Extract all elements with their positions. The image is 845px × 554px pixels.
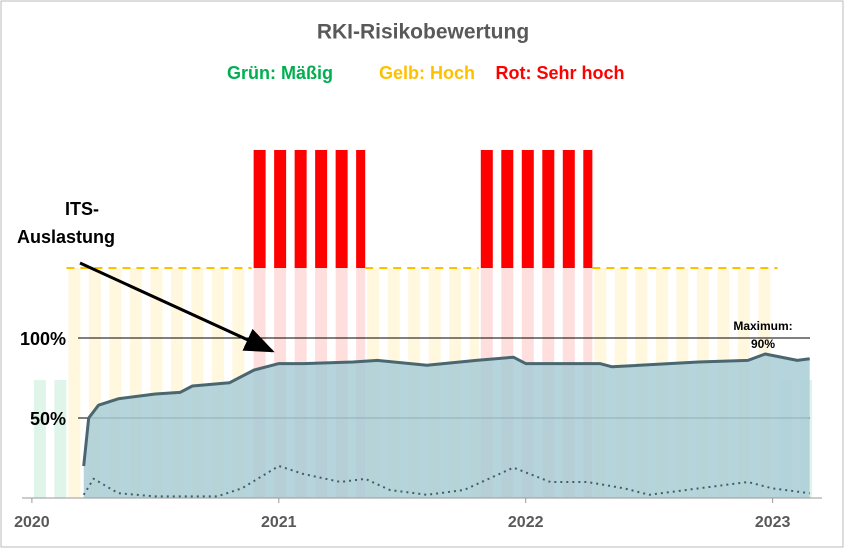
risk-stripe	[315, 150, 328, 268]
area	[83, 354, 810, 498]
line	[82, 352, 810, 467]
y-tick-label: 50%	[30, 409, 66, 429]
annotation: ITS-	[65, 199, 99, 219]
risk-stripe	[501, 150, 514, 268]
risk-stripe	[583, 150, 593, 268]
risk-stripe	[562, 150, 575, 268]
risk-stripe	[68, 268, 81, 498]
risk-stripe	[33, 380, 46, 498]
arrow	[79, 261, 275, 353]
risk-stripe	[521, 150, 534, 268]
x-tick-label: 2021	[261, 514, 297, 531]
risk-stripe	[542, 150, 555, 268]
legend-label: Rot: Sehr hoch	[496, 63, 625, 83]
y-tick-label: 100%	[20, 329, 66, 349]
risk-stripe	[253, 150, 266, 268]
legend: Grün: Mäßig Gelb: Hoch Rot: Sehr hoch	[227, 63, 625, 83]
legend-label: Gelb: Hoch	[379, 63, 475, 83]
annotation: Maximum:	[733, 319, 792, 333]
annotation: 90%	[751, 337, 775, 351]
x-tick-label: 2022	[508, 514, 544, 531]
risk-stripe	[274, 150, 287, 268]
plot: 50% 100% 2020 2021 2022 2023	[14, 329, 822, 531]
x-tick-label: 2020	[14, 514, 50, 531]
annotation: Auslastung	[17, 227, 115, 247]
x-tick-label: 2023	[755, 514, 791, 531]
risk-stripe	[335, 150, 348, 268]
risk-stripe	[480, 150, 493, 268]
legend-label: Grün: Mäßig	[227, 63, 333, 83]
risk-stripe	[294, 150, 307, 268]
chart-title: RKI-Risikobewertung	[317, 21, 529, 44]
risk-stripe	[54, 380, 67, 498]
line	[82, 465, 810, 498]
risk-stripe	[356, 150, 366, 268]
